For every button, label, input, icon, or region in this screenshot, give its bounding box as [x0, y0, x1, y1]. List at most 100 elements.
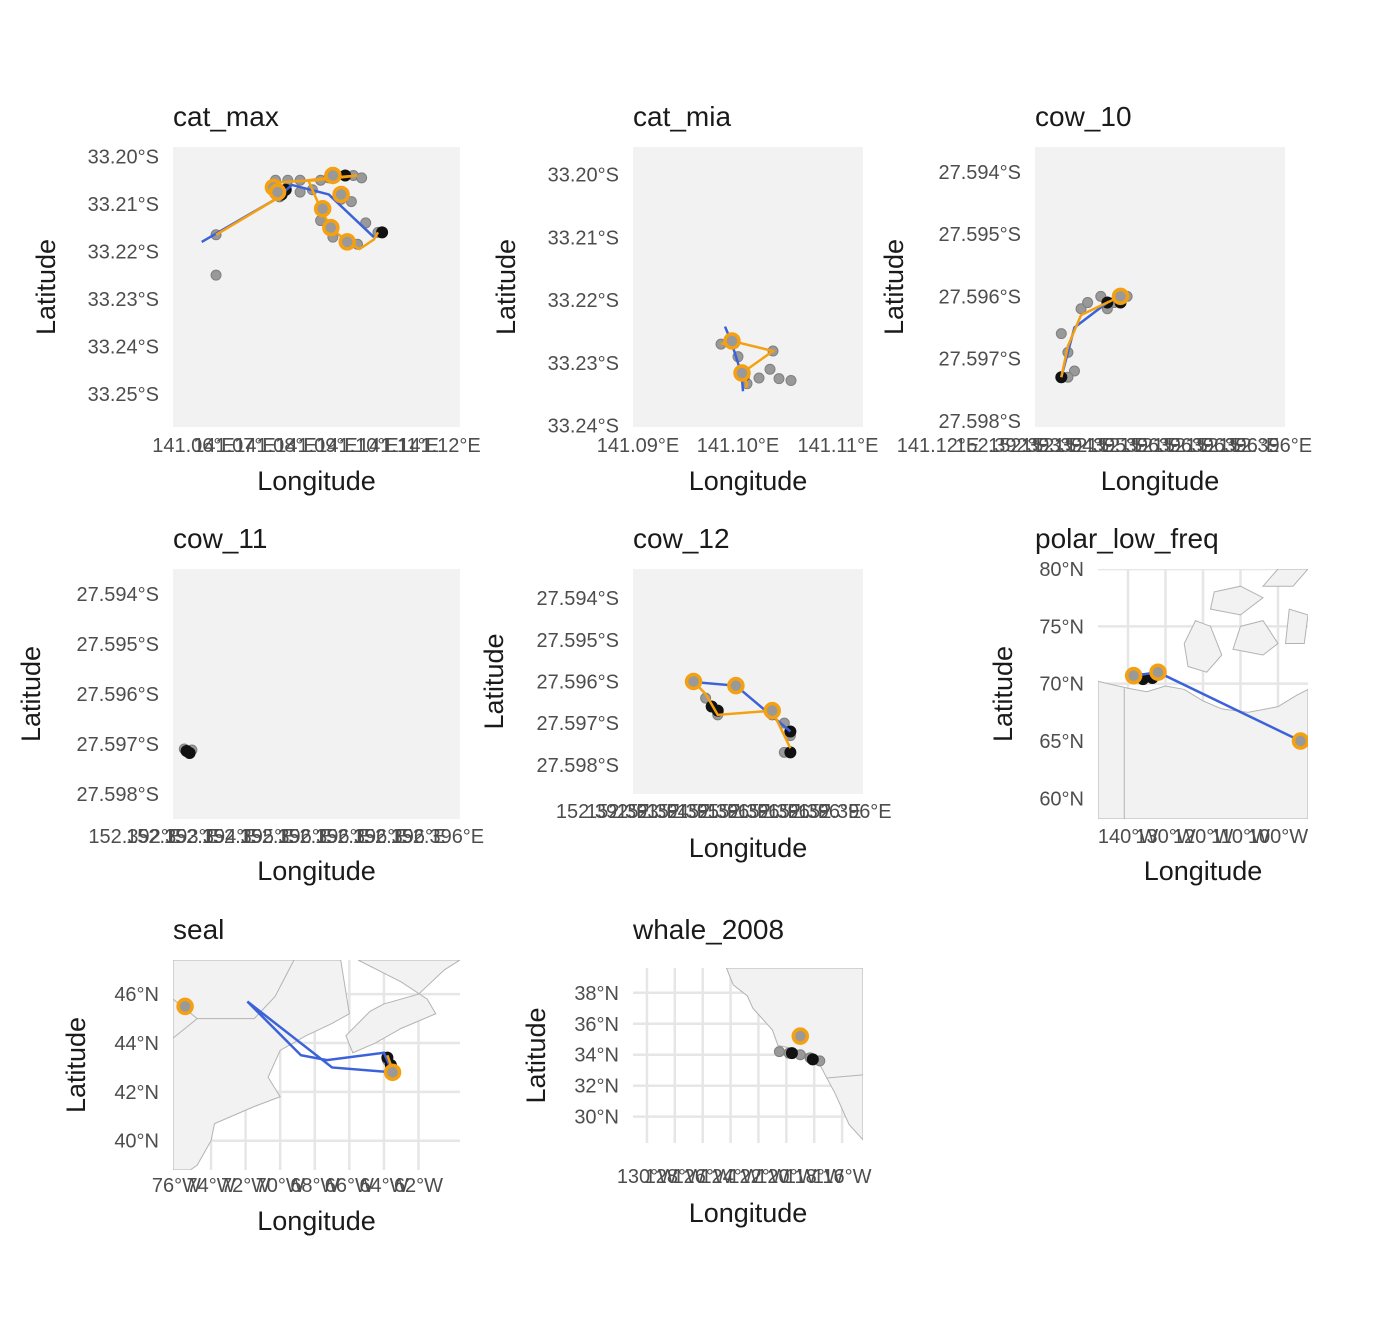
highlight-point: [1149, 663, 1167, 681]
y-tick-label: 33.23°S: [88, 289, 159, 311]
track-point: [282, 174, 294, 186]
y-tick-label: 75°N: [1039, 616, 1084, 638]
x-tick-label: 72°W: [221, 1175, 270, 1197]
x-tick-label: 120°W: [1173, 826, 1233, 848]
x-tick-label: 141.08°E: [234, 435, 317, 457]
track-point: [773, 373, 785, 385]
x-tick-label: 141.07°E: [193, 435, 276, 457]
border-line: [173, 960, 295, 1039]
x-tick-label: 100°W: [1248, 826, 1308, 848]
y-tick-label: 70°N: [1039, 674, 1084, 696]
orange-path-line: [1060, 295, 1122, 378]
y-tick-label: 40°N: [114, 1131, 159, 1153]
panel-title: polar_low_freq: [1035, 523, 1219, 554]
y-tick-label: 33.23°S: [548, 353, 619, 375]
y-tick-label: 33.22°S: [548, 290, 619, 312]
x-axis-label: Longitude: [257, 1206, 376, 1236]
track-point: [345, 196, 357, 208]
panel-plot-area: [633, 968, 863, 1143]
y-tick-label: 60°N: [1039, 788, 1084, 810]
x-tick-label: 110°W: [1211, 826, 1270, 848]
x-axis-label: Longitude: [1101, 466, 1220, 496]
track-point: [1082, 297, 1094, 309]
panel-cow-12: cow_12 27.594°S 27.595°S 27.596°S 27.597°S 27…: [479, 523, 892, 863]
y-axis-label: Latitude: [521, 1007, 551, 1103]
y-tick-label: 27.594°S: [536, 588, 619, 610]
x-tick-label: 152.396°E: [1218, 435, 1312, 457]
y-tick-label: 27.594°S: [938, 162, 1021, 184]
y-tick-label: 27.597°S: [76, 734, 159, 756]
highlight-point: [332, 185, 350, 204]
land-polygon: [345, 960, 460, 1054]
y-tick-label: 46°N: [114, 984, 159, 1006]
x-tick-label: 152.396°E: [677, 801, 771, 823]
x-tick-label: 152.396°E: [1120, 435, 1214, 457]
highlight-point: [313, 199, 332, 218]
y-tick-label: 27.595°S: [938, 224, 1021, 246]
x-tick-label: 152.394°E: [1021, 435, 1115, 457]
y-axis-label: Latitude: [16, 646, 46, 742]
land-polygon: [1209, 585, 1264, 616]
panel-seal: seal 40°N 42°N 44°N 46°N 76°W74°W72°W70°W68°W…: [61, 914, 460, 1236]
y-tick-label: 27.595°S: [536, 630, 619, 652]
y-axis-label: Latitude: [31, 239, 61, 335]
x-axis-label: Longitude: [689, 466, 808, 496]
x-tick-label: 152.396°E: [315, 826, 409, 848]
dark-point: [183, 747, 196, 759]
y-tick-label: 33.25°S: [88, 384, 159, 406]
x-tick-label: 152.396°E: [1186, 435, 1280, 457]
highlight-point: [733, 364, 751, 382]
y-tick-label: 27.598°S: [76, 784, 159, 806]
highlight-point: [338, 233, 356, 251]
x-tick-label: 152.396°E: [737, 801, 831, 823]
y-tick-label: 44°N: [114, 1033, 159, 1055]
panel-plot-area: [715, 326, 797, 392]
track-point: [773, 1046, 785, 1058]
panel-cow-11: cow_11 27.594°S 27.595°S 27.596°S 27.597°S 27…: [16, 523, 484, 886]
x-tick-label: 126°W: [673, 1166, 733, 1188]
x-tick-label: 141.12°E: [398, 435, 481, 457]
panel-title: seal: [173, 914, 224, 945]
highlight-point: [1291, 732, 1308, 750]
x-tick-label: 152.393°E: [988, 435, 1082, 457]
highlight-point: [324, 166, 342, 185]
y-tick-label: 27.595°S: [76, 634, 159, 656]
panel-title: cat_mia: [633, 101, 731, 132]
x-tick-label: 152.395°E: [647, 801, 741, 823]
track-point: [785, 375, 797, 387]
panel-cow-10: cow_10 27.594°S 27.595°S 27.596°S 27.597°S 27…: [879, 101, 1312, 496]
panel-background: [1035, 147, 1285, 427]
panel-plot-area: [684, 672, 797, 759]
x-tick-label: 152.395°E: [202, 826, 296, 848]
track-point: [210, 269, 222, 281]
panel-whale-2008: whale_2008 30°N 32°N 34°N 36°N 38°N 130°W128°W…: [521, 914, 872, 1228]
y-tick-label: 27.596°S: [76, 684, 159, 706]
highlight-point: [684, 672, 703, 691]
y-tick-label: 33.22°S: [88, 241, 159, 263]
y-tick-label: 27.596°S: [938, 286, 1021, 308]
x-tick-label: 152.396°E: [768, 801, 862, 823]
blue-path-line: [246, 1000, 395, 1074]
panel-title: cat_max: [173, 101, 279, 132]
y-axis-label: Latitude: [479, 633, 509, 729]
y-tick-label: 33.20°S: [88, 146, 159, 168]
x-tick-label: 68°W: [290, 1175, 339, 1197]
y-tick-label: 33.21°S: [548, 227, 619, 249]
highlight-point: [1124, 666, 1143, 685]
panel-background: [173, 147, 460, 427]
x-tick-label: 152.394°E: [616, 801, 710, 823]
x-axis-label: Longitude: [257, 466, 376, 496]
y-tick-label: 33.24°S: [548, 416, 619, 438]
x-axis-label: Longitude: [689, 1198, 808, 1228]
highlight-point: [268, 183, 287, 201]
track-point: [356, 172, 368, 184]
x-tick-label: 130°W: [617, 1166, 677, 1188]
x-tick-label: 152.393°E: [126, 826, 220, 848]
x-tick-label: 120°W: [756, 1166, 816, 1188]
y-tick-label: 27.597°S: [938, 349, 1021, 371]
x-tick-label: 66°W: [325, 1175, 374, 1197]
x-tick-label: 152.396°E: [277, 826, 371, 848]
x-tick-label: 152.396°E: [353, 826, 447, 848]
track-point: [764, 363, 776, 375]
